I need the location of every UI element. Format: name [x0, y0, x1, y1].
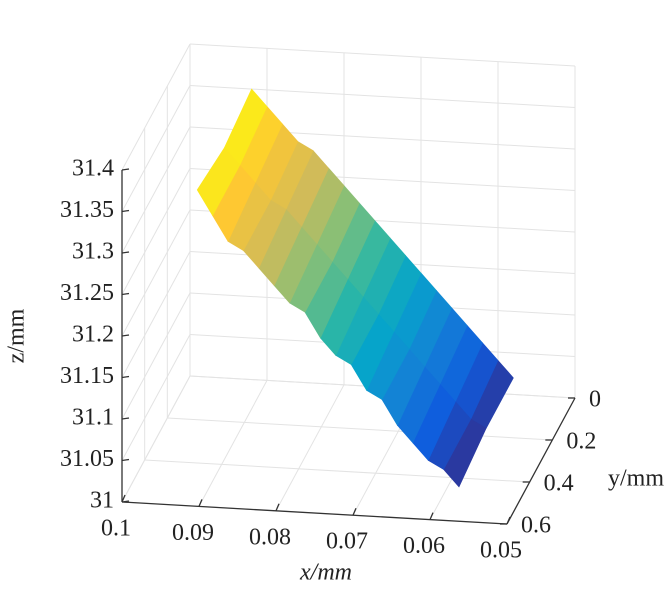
x-tick-label: 0.07 [326, 529, 368, 555]
z-tick-label: 31.35 [60, 197, 114, 223]
grid-line [275, 384, 345, 512]
grid-line [198, 380, 268, 507]
y-axis [506, 397, 576, 525]
x-tick-label: 0.05 [480, 538, 522, 564]
z-tick [121, 417, 130, 420]
grid-line [121, 292, 191, 420]
z-tick [121, 168, 130, 171]
grid-line [189, 85, 576, 108]
x-tick-label: 0.08 [249, 524, 291, 550]
z-tick [121, 334, 130, 337]
z-tick-label: 31 [90, 488, 114, 514]
x-axis [121, 501, 508, 525]
z-tick-label: 31.3 [72, 239, 114, 265]
grid-line [121, 168, 191, 295]
y-tick-label: 0.2 [566, 429, 596, 455]
grid-line [121, 209, 191, 337]
z-tick-label: 31.2 [72, 322, 114, 348]
x-tick [275, 503, 280, 512]
grid-line [121, 43, 191, 171]
z-tick [121, 209, 130, 213]
x-tick-label: 0.06 [403, 533, 445, 559]
x-tick-label: 0.09 [172, 520, 214, 546]
x-tick [429, 512, 434, 520]
grid-line [189, 43, 576, 67]
x-tick-label: 0.1 [101, 516, 131, 542]
y-axis-label: y/mm [608, 466, 664, 492]
grid-line [121, 334, 191, 461]
z-tick [121, 375, 130, 379]
z-tick-label: 31.15 [60, 363, 114, 389]
z-tick-label: 31.25 [60, 280, 114, 306]
z-tick [121, 500, 130, 503]
y-tick-label: 0.6 [521, 513, 551, 539]
y-tick-label: 0 [589, 387, 601, 413]
z-tick-label: 31.1 [72, 405, 114, 431]
grid-line [167, 417, 553, 441]
z-tick-label: 31.4 [72, 156, 114, 182]
z-tick-label: 31.05 [60, 446, 114, 472]
grid-line [121, 126, 191, 254]
x-tick [352, 507, 357, 516]
z-tick [121, 251, 130, 254]
z-tick [121, 292, 130, 296]
y-tick-label: 0.4 [544, 471, 574, 497]
grid-line [121, 251, 191, 378]
grid-line [144, 459, 530, 483]
x-tick [506, 516, 511, 525]
x-axis-label: x/mm [299, 560, 352, 586]
surface-patch [196, 147, 241, 217]
z-axis-label: z/mm [4, 308, 30, 363]
z-tick [121, 458, 130, 462]
grid-line [121, 375, 191, 503]
x-tick [121, 494, 126, 503]
grid-line [121, 85, 191, 212]
x-tick [198, 499, 203, 507]
